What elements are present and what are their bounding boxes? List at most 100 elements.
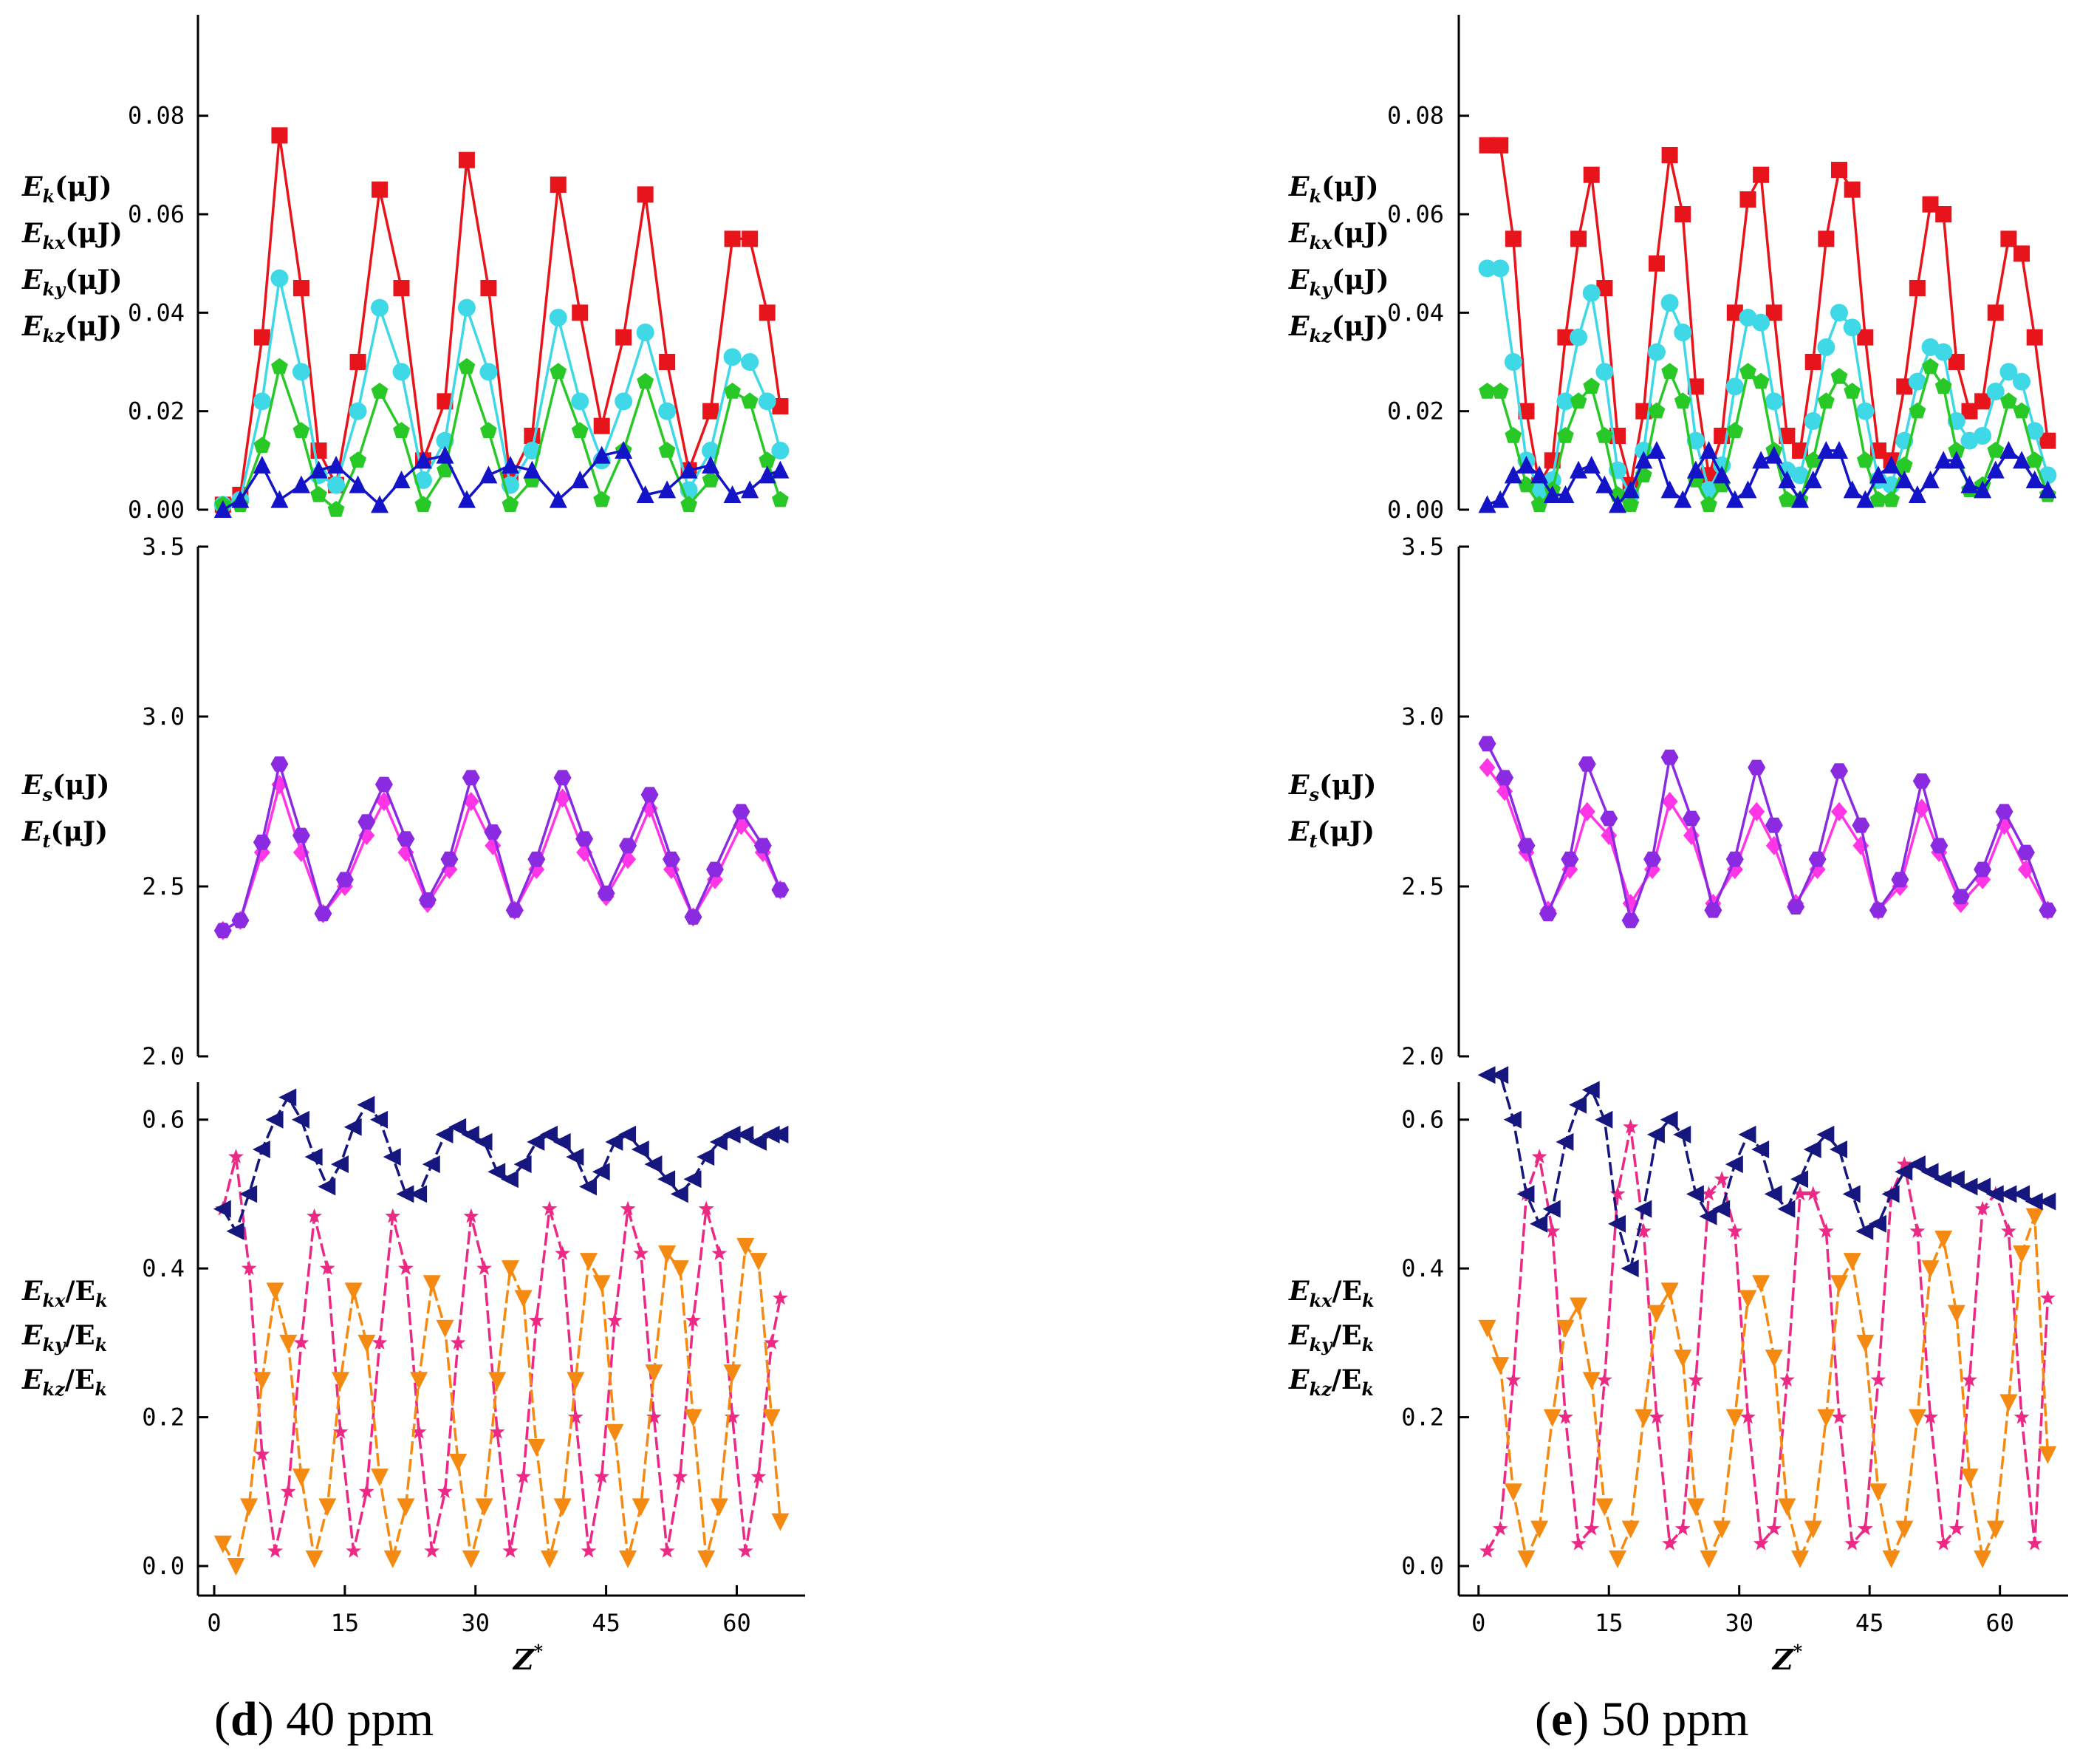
point-Ekz (327, 456, 346, 474)
point-Ekz/Ek (670, 1185, 688, 1203)
point-Eky/Ek (2025, 1208, 2044, 1226)
point-Ekz/Ek (527, 1132, 545, 1151)
point-Ekz (680, 460, 698, 479)
y-label-1: Ekx(μJ) (21, 218, 123, 253)
point-Eky/Ek (1621, 1520, 1640, 1539)
y-tick-label: 2.5 (1401, 872, 1444, 900)
point-Ekx/Ek (581, 1542, 597, 1558)
point-Ekx (270, 269, 289, 287)
point-Eky (371, 383, 389, 399)
point-Eky (1779, 490, 1796, 507)
point-Eky/Ek (2039, 1446, 2057, 1464)
point-Et (314, 906, 332, 922)
point-Eky/Ek (736, 1237, 755, 1256)
point-Et (575, 831, 594, 847)
point-Ekx/Ek (541, 1200, 558, 1216)
point-Ek (1687, 378, 1704, 395)
series-Et (213, 756, 790, 939)
point-Ek (437, 393, 454, 410)
point-Eky/Ek (1543, 1409, 1561, 1427)
point-Eky (1674, 392, 1691, 408)
point-Ekx/Ek (1935, 1535, 1951, 1551)
point-Ekx/Ek (2013, 1409, 2030, 1424)
point-Ekx (1856, 402, 1875, 420)
point-Ekz (1817, 441, 1835, 459)
point-Ekz (1752, 451, 1770, 469)
point-Ekx/Ek (594, 1469, 610, 1483)
y-tick-label: 0.08 (128, 102, 185, 130)
point-Et (1808, 851, 1827, 867)
point-Ekz (771, 460, 790, 479)
point-Ekz/Ek (422, 1155, 440, 1174)
point-Ekz/Ek (631, 1141, 649, 1158)
point-Ekx/Ek (1844, 1535, 1861, 1551)
point-Et (527, 851, 546, 867)
point-Et (1951, 889, 1970, 905)
point-Ekz (1570, 460, 1588, 479)
point-Eky/Ek (697, 1550, 716, 1568)
point-Ekz/Ek (1595, 1110, 1613, 1129)
point-Ekz/Ek (1725, 1155, 1743, 1174)
point-Ekx (1908, 372, 1926, 391)
point-Ekx/Ek (280, 1483, 296, 1499)
point-Ekz/Ek (1764, 1185, 1782, 1203)
point-Ekx/Ek (659, 1542, 675, 1558)
point-Ekz (1517, 456, 1536, 474)
point-Ekx (1765, 392, 1783, 411)
point-Ekx (741, 353, 759, 371)
point-Ek (1739, 191, 1756, 208)
point-Ekx/Ek (685, 1312, 701, 1327)
point-Ek (253, 329, 270, 346)
point-Eky/Ek (1660, 1282, 1679, 1301)
point-Eky/Ek (279, 1334, 298, 1353)
point-Eky/Ek (710, 1498, 728, 1517)
point-Eky (741, 392, 759, 408)
point-Ekz (636, 485, 654, 503)
point-Et (597, 885, 615, 901)
point-Ekz/Ek (409, 1185, 428, 1203)
y-tick-label: 0.04 (128, 298, 185, 327)
point-Eky/Ek (318, 1498, 337, 1517)
point-Ekx (414, 471, 432, 489)
point-Eky/Ek (1921, 1260, 1940, 1279)
point-Et (1660, 749, 1679, 765)
point-Ek (1896, 378, 1913, 395)
point-Ekz (758, 465, 776, 484)
point-Eky/Ek (567, 1372, 585, 1390)
point-Ekz (349, 475, 367, 493)
series-Eky/Ek (1478, 1208, 2057, 1568)
point-Ekx (1674, 324, 1692, 341)
point-Eky/Ek (1635, 1409, 1653, 1427)
y-tick-label: 3.5 (1401, 533, 1444, 561)
point-Et (619, 838, 637, 854)
line-Ekx/Ek (222, 1156, 782, 1552)
point-Es (1661, 792, 1678, 811)
point-Et (231, 912, 250, 929)
point-Ekx/Ek (319, 1260, 335, 1275)
point-Eky (1883, 490, 1900, 507)
point-Eky (1479, 383, 1496, 399)
point-Et (505, 902, 524, 918)
point-Eky/Ek (1895, 1520, 1914, 1539)
point-Ek (1583, 166, 1600, 183)
point-Ek (2000, 230, 2017, 247)
point-Ekz (479, 465, 498, 484)
y-tick-label: 2.5 (142, 872, 185, 900)
point-Ek (1674, 206, 1691, 222)
point-Ekx/Ek (241, 1260, 257, 1275)
point-Eky (1804, 451, 1822, 468)
point-Et (213, 923, 232, 939)
y-tick-label: 0.02 (1387, 397, 1444, 425)
y-label-1: Et(μJ) (1288, 816, 1375, 852)
point-Ekz/Ek (1491, 1066, 1509, 1084)
line-Eky/Ek (1485, 1216, 2050, 1564)
series-Ekx (1478, 259, 2057, 504)
point-Et (253, 834, 271, 850)
point-Ek (1909, 280, 1926, 296)
point-Ekz/Ek (1660, 1110, 1678, 1129)
point-Ekz (231, 490, 250, 508)
point-Ekz/Ek (1477, 1066, 1496, 1084)
point-Et (292, 827, 310, 844)
point-Ekz (1674, 490, 1692, 508)
point-Ekx/Ek (1948, 1520, 1965, 1536)
